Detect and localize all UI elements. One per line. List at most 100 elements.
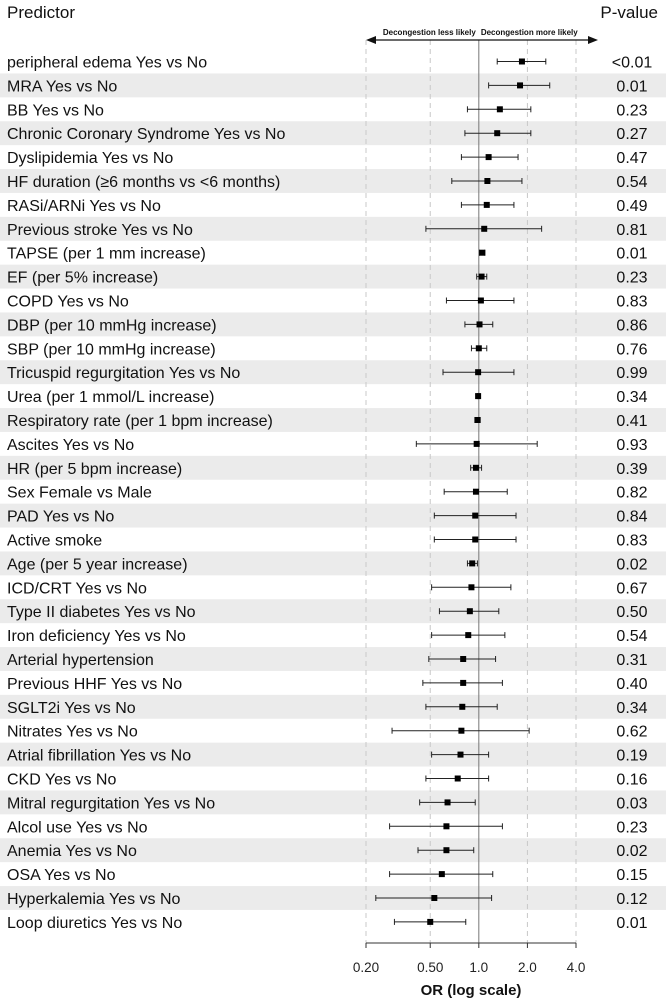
pvalue: 0.34 (616, 700, 647, 717)
point-estimate (496, 106, 503, 113)
point-estimate (472, 512, 479, 519)
pvalue: 0.83 (616, 294, 647, 311)
point-estimate (476, 321, 483, 328)
predictor-label: peripheral edema Yes vs No (7, 55, 207, 72)
predictor-label: Previous stroke Yes vs No (7, 222, 193, 239)
point-estimate (460, 679, 467, 686)
predictor-label: PAD Yes vs No (7, 509, 114, 526)
pvalue: 0.54 (616, 174, 647, 191)
pvalue: 0.39 (616, 461, 647, 478)
row-stripe (0, 360, 666, 385)
point-estimate (438, 871, 445, 878)
x-axis-title: OR (log scale) (421, 982, 522, 999)
x-axis: 0.20 0.50 1.0 2.0 4.0 OR (log scale) (353, 942, 586, 999)
point-estimate (427, 918, 434, 925)
x-tick-label: 0.20 (353, 960, 379, 975)
point-estimate (484, 178, 491, 184)
pvalue: 0.54 (616, 628, 647, 645)
predictor-label: DBP (per 10 mmHg increase) (7, 317, 217, 334)
pvalue: 0.16 (616, 772, 647, 789)
pvalue: 0.99 (616, 365, 647, 382)
estimate-marks (375, 58, 551, 925)
predictor-label: Active smoke (7, 533, 102, 550)
pvalue: 0.23 (616, 270, 647, 287)
arrow-left-head (366, 36, 376, 44)
predictor-label: SBP (per 10 mmHg increase) (7, 341, 216, 358)
pvalue-header: P-value (600, 3, 658, 22)
direction-left-label: Decongestion less likely (383, 28, 476, 37)
predictor-label: Atrial fibrillation Yes vs No (7, 748, 191, 765)
predictor-label: Dyslipidemia Yes vs No (7, 150, 173, 167)
pvalue: 0.15 (616, 867, 647, 884)
predictor-label: Tricuspid regurgitation Yes vs No (7, 365, 240, 382)
predictor-label: Respiratory rate (per 1 bpm increase) (7, 413, 273, 430)
point-estimate (472, 488, 479, 495)
point-estimate (481, 225, 488, 232)
point-estimate (443, 847, 450, 854)
point-estimate (469, 560, 476, 567)
point-estimate (517, 82, 524, 89)
pvalue: 0.01 (616, 78, 647, 95)
predictor-label: ICD/CRT Yes vs No (7, 580, 147, 597)
point-estimate (475, 369, 482, 376)
pvalue: 0.47 (616, 150, 647, 167)
row-stripe (0, 216, 666, 241)
pvalue: 0.23 (616, 102, 647, 119)
pvalue: 0.12 (616, 891, 647, 908)
row-stripe (0, 169, 666, 193)
predictor-label: Hyperkalemia Yes vs No (7, 891, 181, 908)
pvalue: <0.01 (612, 55, 653, 72)
pvalue: 0.67 (616, 580, 647, 597)
x-tick-label: 2.0 (518, 960, 537, 975)
point-estimate (473, 440, 480, 447)
row-stripe (0, 647, 666, 671)
row-stripe (0, 551, 666, 576)
predictor-label: Anemia Yes vs No (7, 843, 137, 860)
predictor-header: Predictor (7, 3, 76, 22)
point-estimate (518, 58, 525, 65)
point-estimate (474, 417, 481, 423)
point-estimate (454, 775, 461, 782)
point-estimate (475, 345, 482, 352)
point-estimate (472, 464, 479, 471)
point-estimate (460, 656, 467, 662)
pvalue: 0.02 (616, 556, 647, 573)
predictor-label: SGLT2i Yes vs No (7, 700, 136, 717)
predictor-label: Arterial hypertension (7, 652, 154, 669)
direction-arrow-group: Decongestion less likely Decongestion mor… (366, 28, 598, 44)
point-estimate (477, 297, 484, 304)
predictor-label: CKD Yes vs No (7, 772, 116, 789)
predictor-label: COPD Yes vs No (7, 294, 129, 311)
row-stripe (0, 73, 666, 98)
predictor-label: RASi/ARNi Yes vs No (7, 198, 161, 215)
row-stripe (0, 886, 666, 910)
pvalue: 0.40 (616, 676, 647, 693)
point-estimate (494, 130, 501, 137)
predictor-label: Previous HHF Yes vs No (7, 676, 182, 693)
pvalue: 0.49 (616, 198, 647, 215)
x-tick-label: 4.0 (567, 960, 586, 975)
point-estimate (478, 273, 485, 280)
row-stripe (0, 694, 666, 719)
row-stripe (0, 503, 666, 528)
point-estimate (431, 895, 438, 901)
row-stripe (0, 121, 666, 146)
point-estimate (472, 536, 479, 543)
point-estimate (485, 154, 492, 161)
point-estimate (465, 632, 472, 639)
point-estimate (483, 201, 490, 208)
predictor-label: EF (per 5% increase) (7, 270, 158, 287)
pvalue: 0.23 (616, 819, 647, 836)
point-estimate (479, 249, 486, 256)
point-estimate (458, 727, 465, 734)
predictor-label: OSA Yes vs No (7, 867, 116, 884)
pvalue: 0.93 (616, 437, 647, 454)
predictor-label: Iron deficiency Yes vs No (7, 628, 186, 645)
pvalue: 0.41 (616, 413, 647, 430)
point-estimate (468, 584, 475, 591)
row-stripe (0, 838, 666, 863)
predictor-label: MRA Yes vs No (7, 78, 117, 95)
pvalue: 0.62 (616, 724, 647, 741)
direction-right-label: Decongestion more likely (481, 28, 578, 37)
